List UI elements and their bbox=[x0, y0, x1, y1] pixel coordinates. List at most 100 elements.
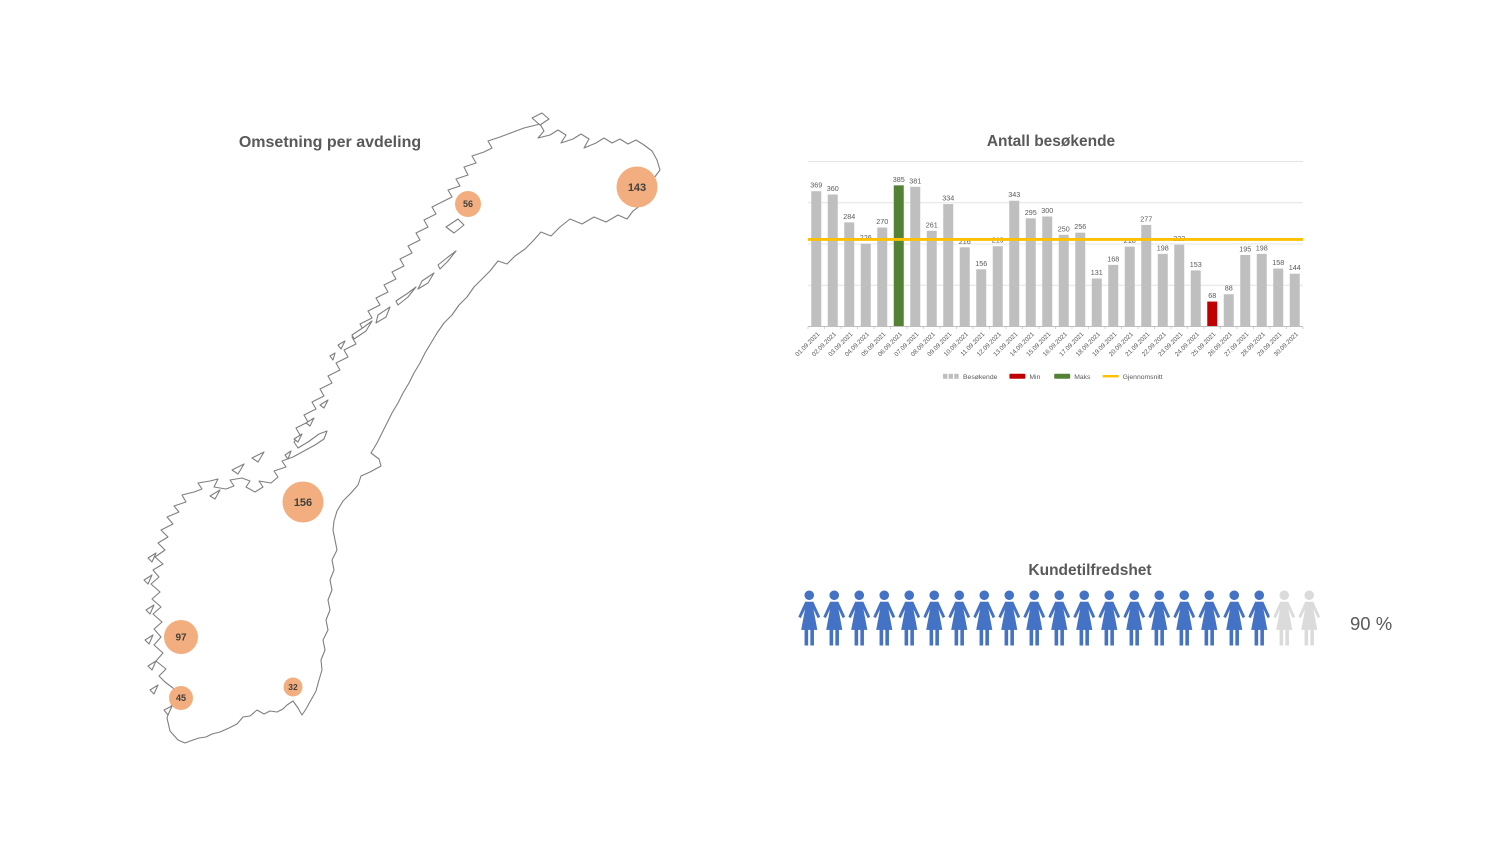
bar-value-label: 226 bbox=[860, 233, 872, 242]
island bbox=[144, 634, 154, 645]
island bbox=[531, 112, 550, 126]
revenue-bubble bbox=[164, 620, 198, 654]
bar-value-label: 295 bbox=[1025, 208, 1037, 217]
bar bbox=[1042, 216, 1053, 327]
person-icon-filled bbox=[1223, 590, 1246, 646]
person-icon-filled bbox=[873, 590, 896, 646]
legend-swatch-bar bbox=[1054, 373, 1071, 379]
bar-value-label: 277 bbox=[1140, 214, 1152, 223]
bar bbox=[1174, 244, 1185, 327]
bar-value-label: 300 bbox=[1041, 206, 1053, 215]
bar bbox=[976, 269, 987, 327]
revenue-bubble-value: 156 bbox=[294, 497, 312, 509]
bar-value-label: 334 bbox=[942, 194, 954, 203]
bar-value-label: 198 bbox=[1157, 243, 1169, 252]
visitors-chart-title: Antall besøkende bbox=[987, 133, 1116, 150]
island bbox=[437, 250, 457, 270]
legend-label: Min bbox=[1029, 374, 1040, 381]
bar bbox=[1141, 224, 1152, 327]
revenue-bubble-value: 97 bbox=[175, 633, 187, 644]
bar bbox=[877, 227, 888, 327]
bar-value-label: 198 bbox=[1256, 243, 1268, 252]
person-icon-filled bbox=[1023, 590, 1046, 646]
person-icon-filled bbox=[1123, 590, 1146, 646]
chart-gridlines bbox=[808, 161, 1303, 286]
person-icon-filled bbox=[798, 590, 821, 646]
island bbox=[284, 450, 292, 460]
bar bbox=[1075, 232, 1086, 327]
bar-value-label: 68 bbox=[1208, 291, 1216, 300]
person-icon-filled bbox=[998, 590, 1021, 646]
island bbox=[293, 433, 303, 443]
bar bbox=[1223, 294, 1234, 327]
norway-map: 56 143 156 97 45 32 bbox=[143, 112, 661, 744]
bar bbox=[1058, 234, 1069, 327]
legend-swatch-line bbox=[1102, 375, 1119, 378]
revenue-bubble-value: 32 bbox=[288, 682, 298, 692]
bar bbox=[1207, 301, 1218, 327]
bar bbox=[1108, 264, 1119, 327]
bar bbox=[943, 204, 954, 327]
satisfaction-pictogram: Kundetilfredshet 90 % bbox=[798, 562, 1392, 646]
island bbox=[209, 489, 221, 500]
legend-swatch-bar bbox=[943, 373, 948, 379]
person-icon-empty bbox=[1273, 590, 1296, 646]
island bbox=[337, 340, 346, 350]
bar-value-label: 131 bbox=[1091, 268, 1103, 277]
person-icon-filled bbox=[1098, 590, 1121, 646]
bar bbox=[811, 191, 822, 327]
bar bbox=[1124, 246, 1135, 327]
island bbox=[417, 272, 435, 290]
satisfaction-title: Kundetilfredshet bbox=[1028, 562, 1151, 579]
bar bbox=[992, 246, 1003, 327]
island bbox=[149, 684, 159, 695]
bar-value-label: 385 bbox=[893, 175, 905, 184]
person-icon-filled bbox=[923, 590, 946, 646]
bar bbox=[1273, 268, 1284, 327]
norway-mainland bbox=[150, 123, 661, 744]
island bbox=[351, 320, 373, 340]
bar bbox=[893, 185, 904, 327]
island bbox=[375, 306, 391, 324]
bar bbox=[827, 194, 838, 327]
revenue-bubble bbox=[169, 686, 193, 710]
island bbox=[163, 705, 173, 716]
revenue-bubbles: 56 143 156 97 45 32 bbox=[164, 166, 658, 710]
bar-value-label: 168 bbox=[1107, 254, 1119, 263]
bar-value-label: 144 bbox=[1289, 263, 1301, 272]
revenue-bubble-value: 45 bbox=[176, 693, 186, 703]
bar-value-label: 270 bbox=[876, 217, 888, 226]
revenue-bubble bbox=[282, 481, 324, 523]
person-icon-filled bbox=[1248, 590, 1270, 646]
legend-swatch-bar bbox=[1009, 373, 1026, 379]
bar-value-label: 343 bbox=[1008, 190, 1020, 199]
x-axis bbox=[807, 326, 1304, 329]
island bbox=[319, 399, 329, 409]
bar bbox=[959, 247, 970, 327]
person-icon-filled bbox=[823, 590, 846, 646]
people-row-filled bbox=[798, 590, 1270, 646]
bar bbox=[926, 230, 937, 327]
bar bbox=[910, 186, 921, 327]
bar-value-label: 88 bbox=[1225, 284, 1233, 293]
island bbox=[251, 451, 265, 463]
person-icon-filled bbox=[1048, 590, 1071, 646]
bar bbox=[1256, 253, 1267, 327]
person-icon-filled bbox=[973, 590, 996, 646]
bar-value-label: 158 bbox=[1272, 258, 1284, 267]
island bbox=[147, 552, 157, 563]
chart-legend: Besøkende Min Maks Gjennomsnitt bbox=[943, 373, 1163, 381]
legend-swatch-bar bbox=[948, 373, 953, 379]
bar bbox=[1157, 253, 1168, 327]
revenue-bubble bbox=[283, 677, 303, 697]
legend-swatch-bar bbox=[954, 373, 959, 379]
person-icon-filled bbox=[848, 590, 871, 646]
person-icon-filled bbox=[1148, 590, 1171, 646]
island bbox=[445, 218, 465, 234]
person-icon-filled bbox=[1073, 590, 1096, 646]
bar bbox=[860, 243, 871, 327]
island bbox=[231, 463, 245, 475]
person-icon-empty bbox=[1298, 590, 1321, 646]
person-icon-filled bbox=[1198, 590, 1221, 646]
